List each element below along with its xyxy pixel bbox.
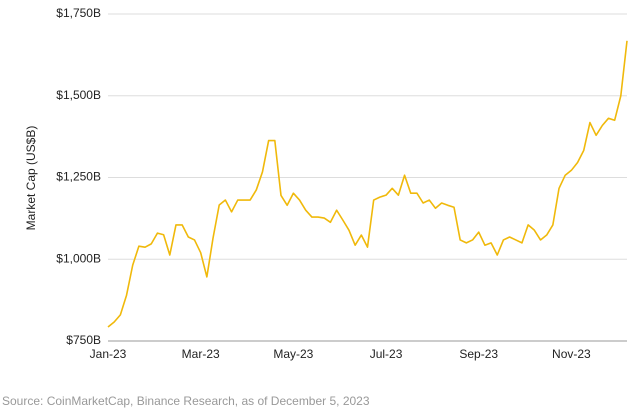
x-tick-label: Jul-23: [370, 347, 403, 361]
data-line: [107, 40, 628, 328]
source-note: Source: CoinMarketCap, Binance Research,…: [2, 394, 370, 408]
x-tick-label: Sep-23: [459, 347, 498, 361]
y-tick-label: $750B: [66, 333, 101, 347]
x-tick-label: May-23: [273, 347, 313, 361]
x-tick-label: Jan-23: [90, 347, 127, 361]
x-tick-label: Mar-23: [182, 347, 220, 361]
x-tick-label: Nov-23: [552, 347, 591, 361]
y-tick-label: $1,500B: [56, 88, 101, 102]
y-tick-label: $1,750B: [56, 6, 101, 20]
y-tick-label: $1,000B: [56, 251, 101, 265]
y-axis-label: Market Cap (US$B): [24, 126, 38, 231]
y-tick-label: $1,250B: [56, 170, 101, 184]
